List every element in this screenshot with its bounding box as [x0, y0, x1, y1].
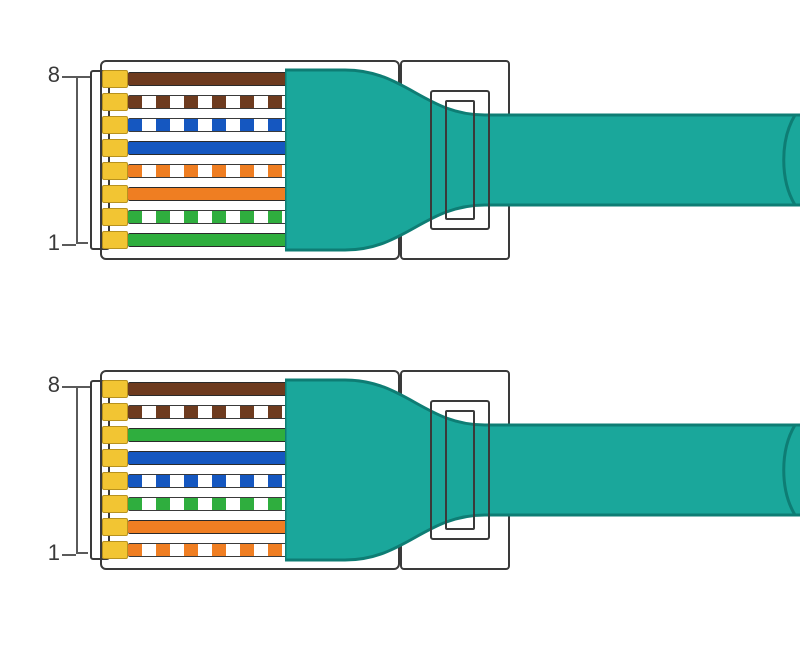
clip-inner	[445, 100, 475, 220]
gold-pin	[102, 541, 128, 559]
bottom-connector: 8 1	[0, 350, 800, 590]
wire-slot-5	[128, 141, 295, 155]
gold-pin	[102, 380, 128, 398]
pin-label-8: 8	[30, 62, 60, 88]
gold-pin	[102, 449, 128, 467]
pin-label-8: 8	[30, 372, 60, 398]
wire-slot-6	[128, 118, 309, 132]
pin-label-line	[62, 244, 76, 246]
clip-inner	[445, 410, 475, 530]
gold-pin	[102, 208, 128, 226]
gold-pin	[102, 495, 128, 513]
pin-label-1: 1	[30, 540, 60, 566]
wire-slot-3	[128, 497, 309, 511]
wire-slot-4	[128, 164, 295, 178]
gold-pin	[102, 518, 128, 536]
wire-slot-4	[128, 474, 295, 488]
pin-label-line	[62, 554, 76, 556]
cable-jacket	[285, 60, 800, 260]
top-connector: 8 1	[0, 40, 800, 280]
cable-jacket	[285, 370, 800, 570]
pin-label-1: 1	[30, 230, 60, 256]
gold-pin	[102, 472, 128, 490]
gold-pin	[102, 426, 128, 444]
gold-pin	[102, 162, 128, 180]
gold-pin	[102, 403, 128, 421]
pin-bracket	[76, 386, 88, 554]
gold-pin	[102, 70, 128, 88]
gold-pin	[102, 116, 128, 134]
wire-slot-3	[128, 187, 309, 201]
wire-slot-6	[128, 428, 309, 442]
wire-slot-5	[128, 451, 295, 465]
gold-pin	[102, 93, 128, 111]
gold-pin	[102, 139, 128, 157]
gold-pin	[102, 231, 128, 249]
gold-pin	[102, 185, 128, 203]
pin-bracket	[76, 76, 88, 244]
